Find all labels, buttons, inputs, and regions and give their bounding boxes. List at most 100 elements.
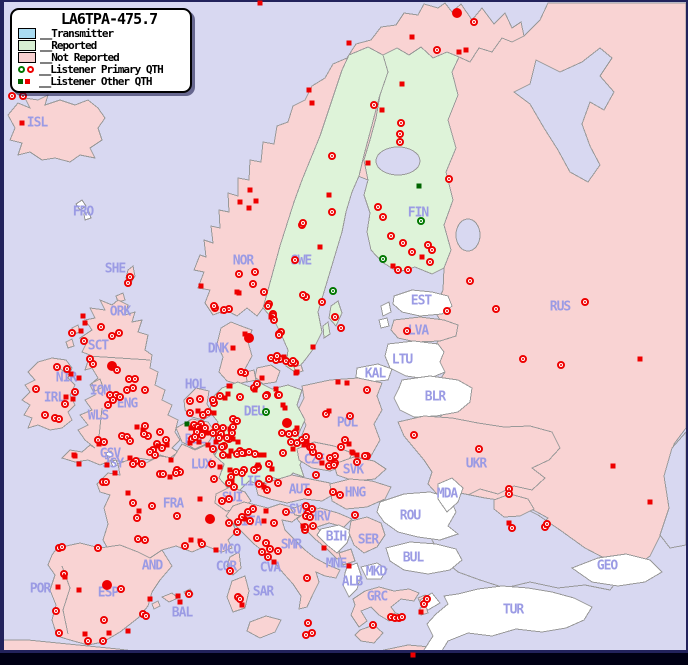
listener-other-marker [365, 160, 371, 166]
listener-primary-marker [270, 316, 278, 324]
listener-primary-marker [209, 396, 217, 404]
listener-primary-marker [84, 637, 92, 645]
country-label-fin: FIN [407, 205, 430, 221]
squares-icon [18, 79, 35, 84]
country-label-isl: ISL [26, 115, 49, 131]
country-label-esp: ESP [97, 585, 120, 601]
listener-primary-marker [80, 337, 88, 345]
listener-other-marker [300, 523, 306, 529]
listener-other-marker [456, 49, 462, 55]
listener-primary-marker [370, 101, 378, 109]
listener-primary-marker [466, 277, 474, 285]
est-island-1 [380, 301, 392, 317]
country-label-cva: CVA [259, 560, 282, 576]
listener-other-marker [164, 442, 170, 448]
finnish-lake [375, 146, 421, 176]
country-label-deu: DEU [243, 404, 266, 420]
country-label-gsv: GSV [99, 446, 122, 462]
listener-primary-marker [237, 368, 245, 376]
legend-label: __Transmitter [40, 27, 114, 40]
listener-primary-marker [156, 428, 164, 436]
listener-primary-marker [337, 443, 345, 451]
listener-other-marker [82, 320, 88, 326]
legend-row: __Reported [18, 39, 186, 52]
listener-primary-marker [250, 466, 258, 474]
listener-other-marker [72, 453, 78, 459]
isle-of-man [91, 378, 104, 392]
listener-primary-marker [71, 388, 79, 396]
listener-other-marker [228, 448, 234, 454]
listener-primary-marker [322, 410, 330, 418]
border-sct-eng [87, 355, 151, 361]
listener-primary-marker [129, 499, 137, 507]
listener-primary-marker [341, 436, 349, 444]
country-label-bal: BAL [171, 605, 194, 621]
country-bih [316, 524, 352, 554]
listener-other-marker [106, 630, 112, 636]
country-bul [385, 541, 463, 575]
listener-primary-marker [398, 613, 406, 621]
listener-other-marker [70, 396, 76, 402]
country-label-pol: POL [336, 415, 359, 431]
listener-primary-marker [328, 152, 336, 160]
listener-primary-marker [61, 400, 69, 408]
listener-other-marker [19, 120, 25, 126]
listener-primary-marker [299, 291, 307, 299]
listener-primary-marker [94, 544, 102, 552]
listener-other-marker [281, 354, 287, 360]
country-label-por: POR [29, 581, 52, 597]
listener-primary-marker [55, 629, 63, 637]
listener-primary-marker [215, 434, 223, 442]
listener-primary-marker [312, 471, 320, 479]
listener-primary-marker [492, 305, 500, 313]
lake-ladoga [455, 218, 481, 252]
listener-primary-marker [273, 352, 281, 360]
legend-row: __Listener Primary QTH [18, 63, 186, 76]
listener-primary-marker [270, 519, 278, 527]
swatch-reported-icon [18, 40, 36, 51]
listener-other-marker [217, 464, 223, 470]
listener-primary-marker [274, 547, 282, 555]
listener-primary-marker [236, 595, 244, 603]
listener-other-marker [230, 345, 236, 351]
listener-other-marker [252, 387, 258, 393]
listener-other-marker [222, 395, 228, 401]
listener-other-marker [187, 440, 193, 446]
listener-primary-marker [336, 491, 344, 499]
country-fro [75, 199, 87, 211]
listener-primary-marker [209, 445, 217, 453]
listener-other-marker [205, 442, 211, 448]
listener-other-marker [647, 499, 653, 505]
listener-other-marker [147, 596, 153, 602]
listener-primary-marker [104, 401, 112, 409]
listener-primary-marker [162, 436, 170, 444]
country-gbr [61, 299, 181, 466]
listener-primary-marker [263, 486, 271, 494]
listener-primary-marker [141, 386, 149, 394]
country-label-jsy: JSY [102, 456, 125, 472]
listener-primary-marker [58, 543, 66, 551]
listener-primary-marker [353, 458, 361, 466]
listener-primary-marker [264, 302, 272, 310]
peloponnese [354, 624, 384, 644]
red-ring-icon [27, 66, 34, 73]
listener-primary-marker [318, 298, 326, 306]
country-label-mco: MCO [219, 542, 242, 558]
listener-other-marker [253, 198, 259, 204]
listener-primary-marker [426, 258, 434, 266]
listener-other-marker [230, 436, 236, 442]
listener-primary-marker [581, 298, 589, 306]
listener-primary-marker [282, 508, 290, 516]
listener-other-marker [82, 631, 88, 637]
window-border-bottom [0, 650, 688, 653]
listener-other-marker [317, 244, 323, 250]
legend-panel: LA6TPA-475.7 __Transmitter __Reported __No… [10, 8, 192, 93]
country-label-rus: RUS [549, 299, 572, 315]
listener-primary-marker [251, 450, 259, 458]
listener-primary-marker [394, 266, 402, 274]
listener-primary-marker [226, 567, 234, 575]
listener-primary-marker [519, 355, 527, 363]
listener-other-marker [290, 446, 296, 452]
listener-primary-marker [232, 468, 240, 476]
country-label-bih: BIH [325, 529, 348, 545]
